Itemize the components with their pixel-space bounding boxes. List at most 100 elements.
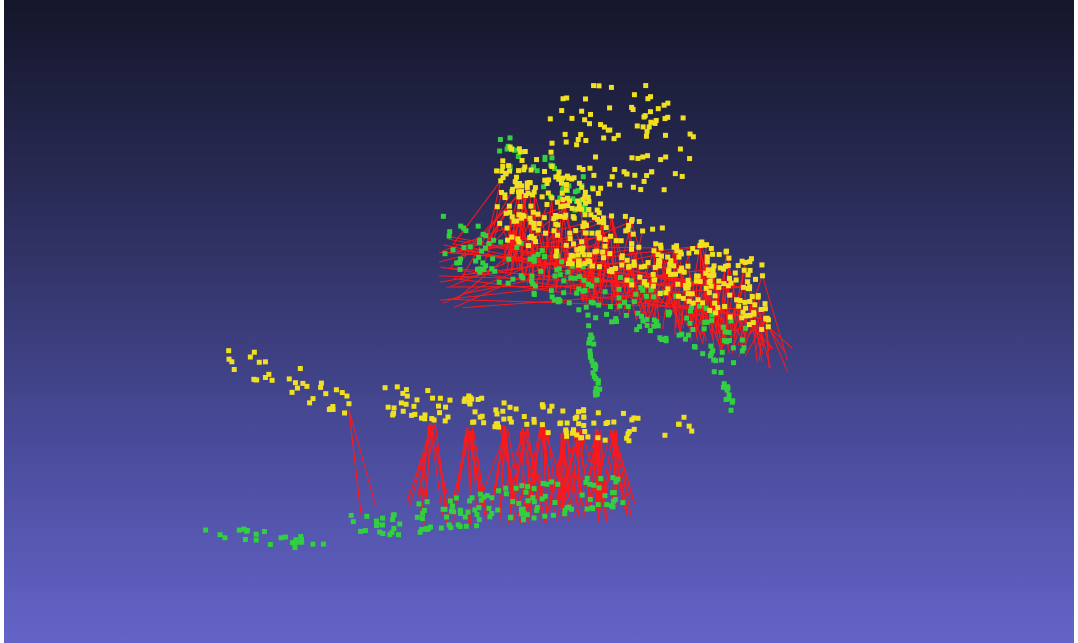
yellow-point <box>506 163 511 168</box>
green-point <box>532 499 537 504</box>
yellow-point <box>752 302 757 307</box>
green-point <box>420 511 425 516</box>
yellow-point <box>645 96 650 101</box>
yellow-point <box>619 238 624 243</box>
green-point <box>559 259 564 264</box>
yellow-point <box>594 249 599 254</box>
yellow-point <box>540 402 545 407</box>
yellow-point <box>560 197 565 202</box>
yellow-point <box>583 138 588 143</box>
yellow-point <box>673 171 678 176</box>
green-point <box>702 326 707 331</box>
green-point <box>540 248 545 253</box>
green-point <box>489 495 494 500</box>
yellow-point <box>537 221 542 226</box>
yellow-point <box>713 310 718 315</box>
green-point <box>640 288 645 293</box>
green-point <box>447 234 452 239</box>
yellow-point <box>713 293 718 298</box>
yellow-point <box>493 407 498 412</box>
yellow-point <box>527 216 532 221</box>
yellow-point <box>726 263 731 268</box>
green-point <box>604 312 609 317</box>
yellow-point <box>694 249 699 254</box>
green-point <box>729 408 734 413</box>
yellow-point <box>438 396 443 401</box>
yellow-point <box>743 260 748 265</box>
yellow-point <box>673 272 678 277</box>
green-point <box>566 505 571 510</box>
yellow-point <box>270 378 275 383</box>
yellow-point <box>583 230 588 235</box>
yellow-point <box>531 221 536 226</box>
yellow-point <box>716 279 721 284</box>
yellow-point <box>564 182 569 187</box>
yellow-point <box>709 246 714 251</box>
green-point <box>397 521 402 526</box>
yellow-point <box>747 259 752 264</box>
yellow-point <box>319 381 324 386</box>
green-point <box>254 532 259 537</box>
green-point <box>390 517 395 522</box>
yellow-point <box>563 132 568 137</box>
green-point <box>702 320 707 325</box>
green-point <box>506 257 511 262</box>
yellow-point <box>514 219 519 224</box>
yellow-point <box>342 410 347 415</box>
yellow-point <box>540 194 545 199</box>
yellow-point <box>595 435 600 440</box>
green-point <box>596 380 601 385</box>
yellow-point <box>734 278 739 283</box>
yellow-point <box>583 201 588 206</box>
yellow-point <box>600 250 605 255</box>
green-point <box>581 174 586 179</box>
green-point <box>487 514 492 519</box>
yellow-point <box>557 421 562 426</box>
yellow-point <box>690 291 695 296</box>
yellow-point <box>346 401 351 406</box>
green-point <box>652 317 657 322</box>
green-point <box>532 516 537 521</box>
yellow-point <box>642 179 647 184</box>
green-point <box>444 515 449 520</box>
green-point <box>524 490 529 495</box>
yellow-point <box>510 187 515 192</box>
yellow-point <box>674 248 679 253</box>
yellow-point <box>629 247 634 252</box>
green-point <box>244 529 249 534</box>
yellow-point <box>521 167 526 172</box>
yellow-point <box>706 267 711 272</box>
yellow-point <box>443 405 448 410</box>
yellow-point <box>547 409 552 414</box>
green-point <box>713 358 718 363</box>
yellow-point <box>559 108 564 113</box>
yellow-point <box>505 226 510 231</box>
yellow-point <box>660 225 665 230</box>
green-point <box>481 495 486 500</box>
green-point <box>724 397 729 402</box>
yellow-point <box>564 95 569 100</box>
green-point <box>447 229 452 234</box>
yellow-point <box>697 243 702 248</box>
yellow-point <box>497 221 502 226</box>
yellow-point <box>409 413 414 418</box>
green-point <box>687 321 692 326</box>
yellow-point <box>746 286 751 291</box>
yellow-point <box>737 298 742 303</box>
yellow-point <box>629 241 634 246</box>
yellow-point <box>651 248 656 253</box>
yellow-point <box>756 293 761 298</box>
green-point <box>587 348 592 353</box>
green-point <box>614 319 619 324</box>
green-point <box>656 323 661 328</box>
background <box>4 0 1074 643</box>
green-point <box>720 350 725 355</box>
green-point <box>450 504 455 509</box>
green-point <box>450 247 455 252</box>
green-point <box>454 495 459 500</box>
green-point <box>723 329 728 334</box>
yellow-point <box>689 429 694 434</box>
yellow-point <box>298 366 303 371</box>
yellow-point <box>588 112 593 117</box>
yellow-point <box>645 153 650 158</box>
